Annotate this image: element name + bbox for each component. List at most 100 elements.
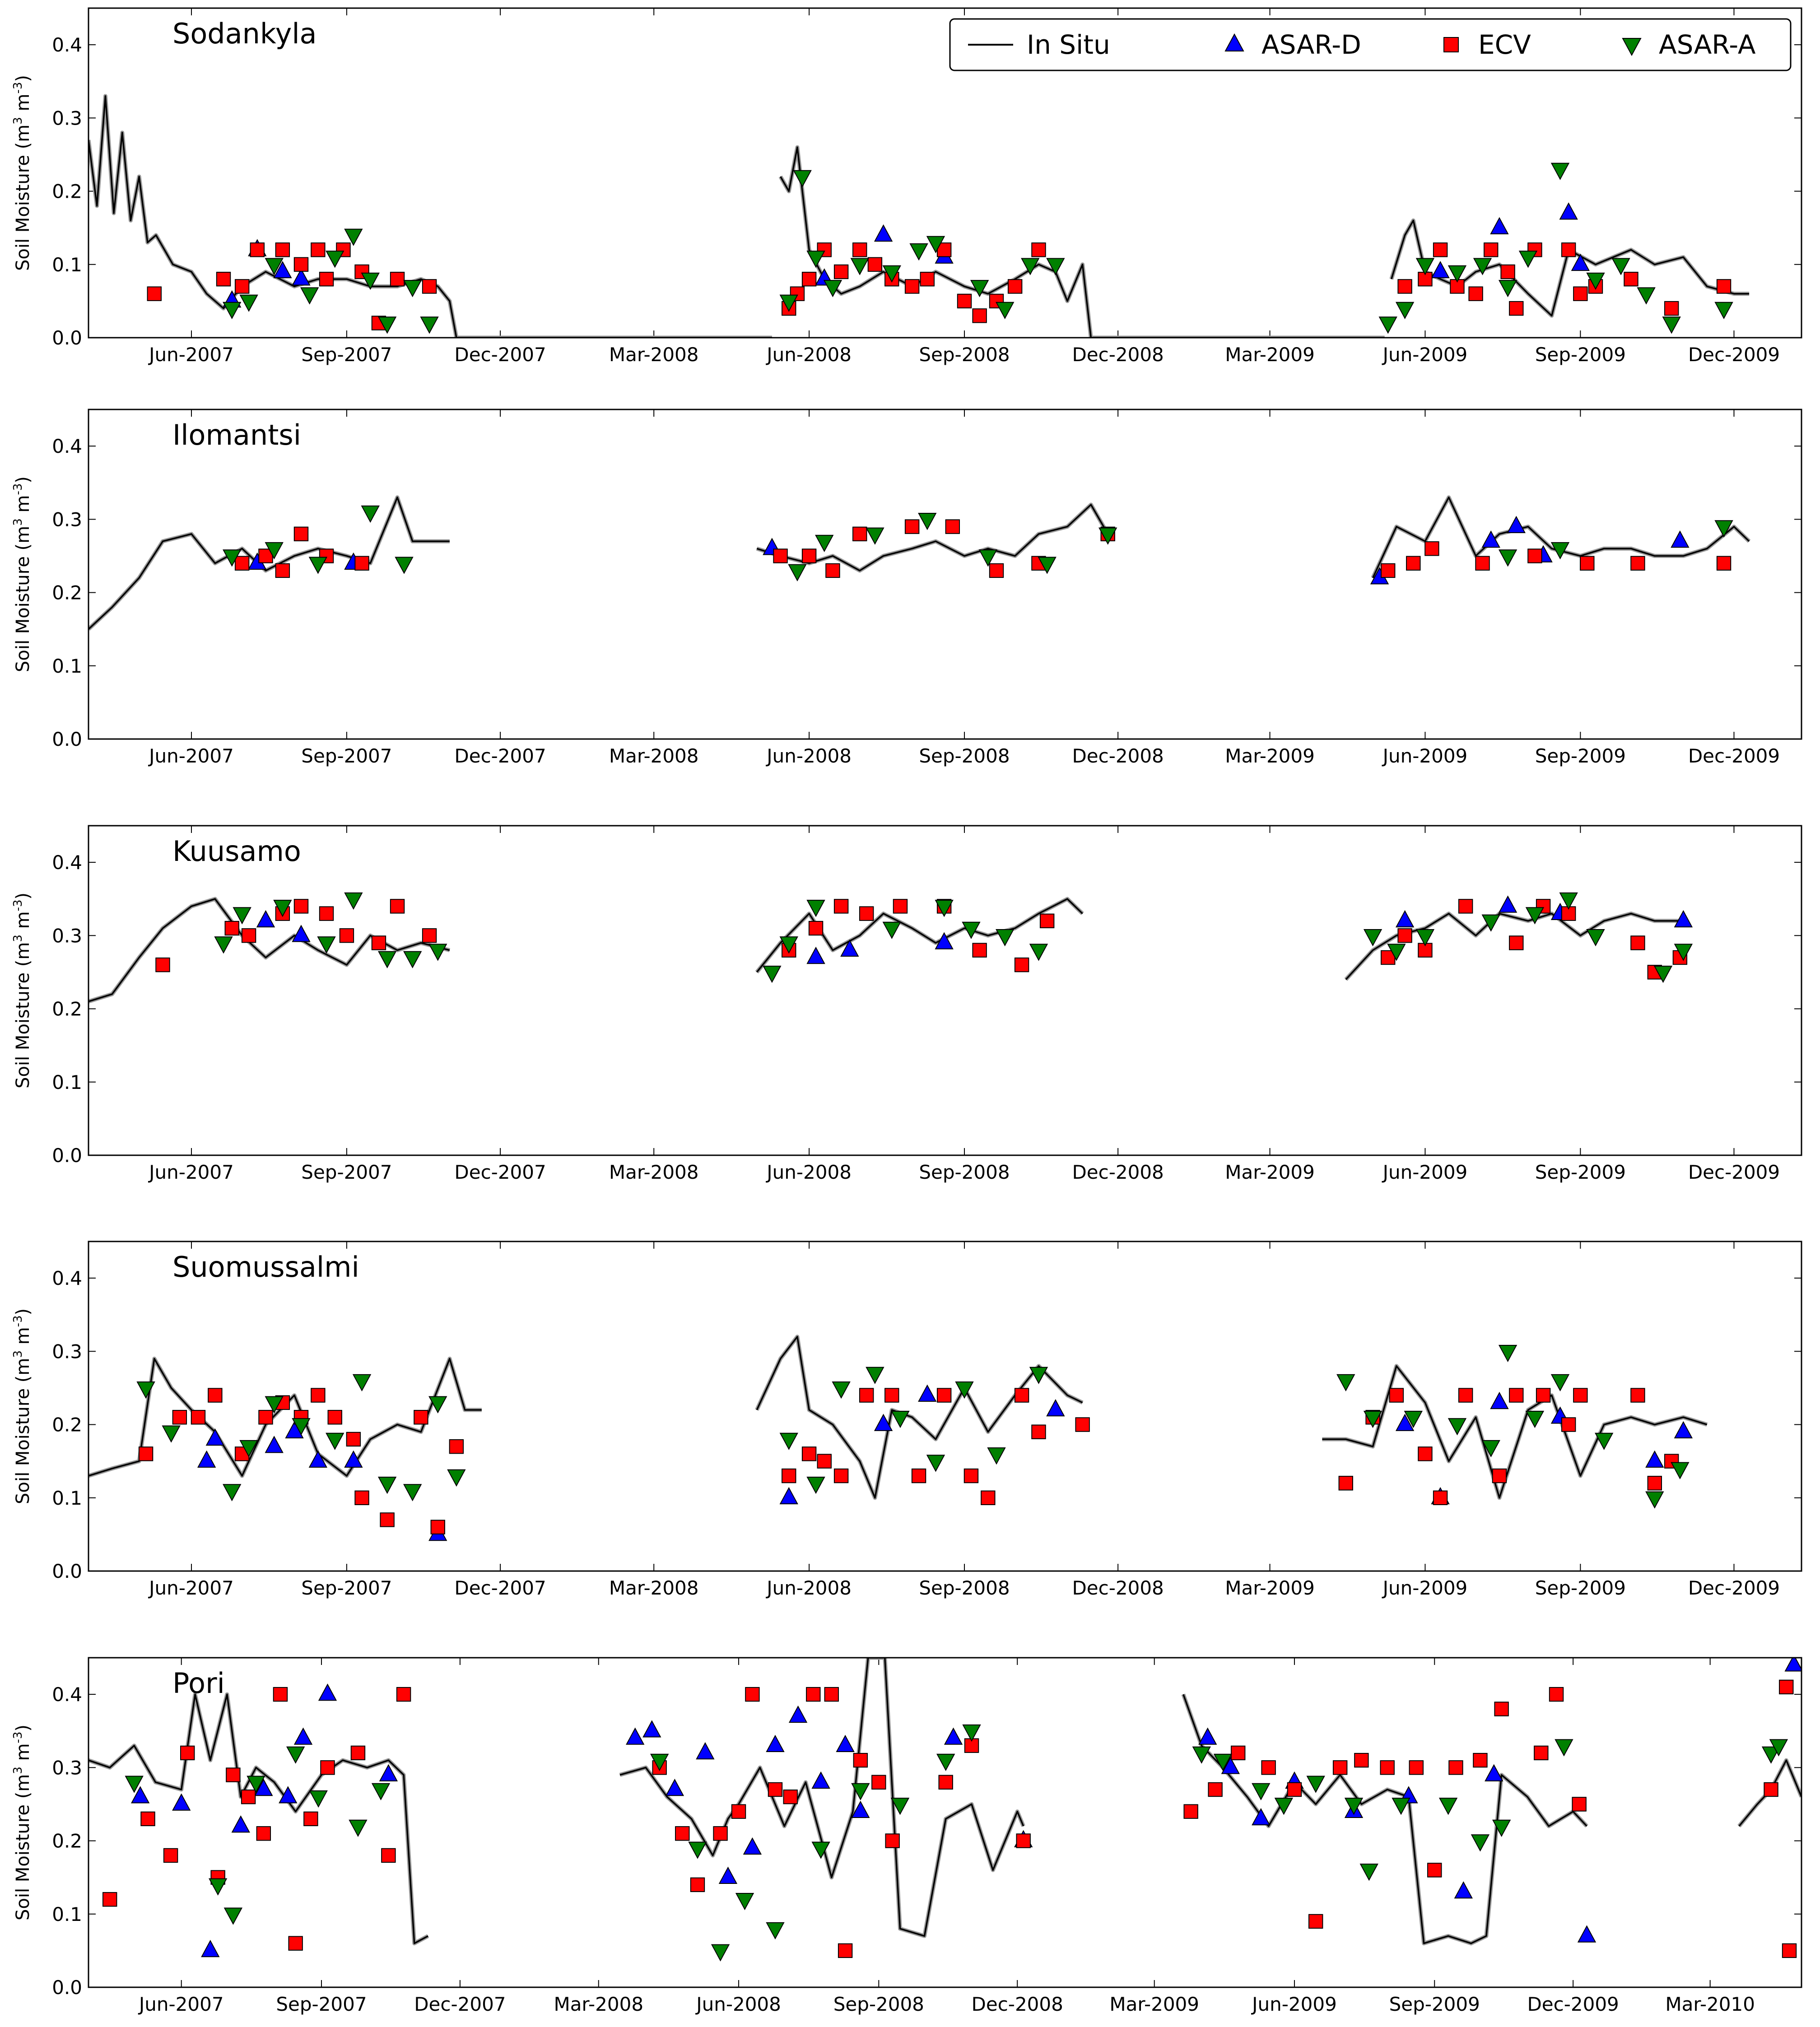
asar-d-point xyxy=(665,1779,684,1796)
in-situ-line xyxy=(1372,496,1750,578)
asar-d-point xyxy=(1395,910,1415,928)
ecv-point xyxy=(911,1468,926,1483)
in-situ-band xyxy=(1389,218,1750,318)
asar-a-point xyxy=(265,1396,284,1413)
asar-a-point xyxy=(1498,280,1517,298)
ecv-point xyxy=(311,242,326,257)
y-axis-label-part: 3 xyxy=(11,1350,25,1358)
ecv-point xyxy=(1561,242,1576,257)
asar-a-point xyxy=(1448,265,1467,283)
y-axis-label-part: -3 xyxy=(11,1316,25,1327)
ecv-point xyxy=(140,1811,155,1827)
in-situ-line xyxy=(619,1658,1024,1937)
x-tick-label: Dec-2009 xyxy=(1688,745,1780,767)
asar-d-point xyxy=(273,261,292,279)
ecv-point xyxy=(1409,1760,1424,1775)
y-tick-label: 0.3 xyxy=(52,508,82,530)
asar-a-point xyxy=(918,513,937,530)
asar-a-point xyxy=(1046,258,1065,275)
y-tick-label: 0.2 xyxy=(52,181,82,203)
ecv-point xyxy=(390,272,405,287)
asar-a-point xyxy=(1662,316,1681,334)
asar-a-point xyxy=(265,258,284,275)
x-tick-label: Jun-2007 xyxy=(138,1993,224,2015)
ecv-point xyxy=(833,899,849,914)
ecv-point xyxy=(893,899,908,914)
ecv-point xyxy=(339,928,354,943)
y-tick-label: 0.2 xyxy=(52,582,82,604)
x-tick-label: Sep-2007 xyxy=(301,344,392,366)
ecv-point xyxy=(354,1490,369,1505)
asar-d-point xyxy=(766,1734,785,1752)
x-tick-label: Mar-2009 xyxy=(1109,1993,1199,2015)
panel-sodankyla: 0.0 0.1 0.2 0.3 0.4 Jun-2007 Sep-2007 Dec-2007 M… xyxy=(11,7,1802,366)
ecv-point xyxy=(1031,1424,1046,1439)
asar-a-point xyxy=(1481,1440,1500,1458)
ecv-point xyxy=(1534,1745,1549,1761)
ecv-point xyxy=(102,1892,117,1907)
ecv-point xyxy=(852,526,867,541)
x-tick-label: Jun-2008 xyxy=(765,1161,852,1183)
asar-d-point xyxy=(642,1720,661,1738)
plot-frame xyxy=(88,1657,1802,1988)
ecv-point xyxy=(1549,1687,1564,1702)
asar-d-point xyxy=(836,1734,855,1752)
asar-a-point xyxy=(292,1418,311,1436)
y-axis-label-part: Soil Moisture (m xyxy=(13,1358,33,1504)
asar-a-point xyxy=(1714,302,1733,320)
ecv-point xyxy=(817,1454,832,1469)
in-situ-series xyxy=(88,1658,1801,1946)
x-tick-label: Jun-2009 xyxy=(1382,745,1468,767)
y-axis-label: Soil Moisture (m3 m-3) xyxy=(11,1725,33,1920)
ecv-point xyxy=(1716,279,1732,294)
panel-pori: 0.0 0.1 0.2 0.3 0.4 Jun-2007 Sep-2007 Dec-2007 M… xyxy=(11,1657,1802,2015)
ecv-point xyxy=(147,286,162,301)
legend-triangle-up-swatch xyxy=(1224,33,1244,51)
y-tick-label: 0.0 xyxy=(52,1144,82,1167)
ecv-point xyxy=(1016,1833,1031,1848)
asar-d-point xyxy=(840,939,859,957)
asar-a-point xyxy=(1392,1798,1410,1815)
asar-a-point xyxy=(420,316,439,334)
ecv-point xyxy=(371,935,386,950)
y-tick-label: 0.2 xyxy=(52,1830,82,1852)
asar-a-point xyxy=(377,951,397,968)
asar-d-point xyxy=(205,1428,225,1446)
y-tick-label: 0.4 xyxy=(52,1267,82,1289)
ecv-point xyxy=(824,1687,839,1702)
asar-a-point xyxy=(309,1790,328,1808)
y-axis-label: Soil Moisture (m3 m-3) xyxy=(11,1308,33,1504)
asar-a-point xyxy=(882,921,901,939)
ecv-point xyxy=(989,563,1004,578)
asar-a-point xyxy=(273,900,292,917)
in-situ-line xyxy=(1182,1694,1587,1944)
ecv-point xyxy=(208,1388,223,1403)
ecv-point xyxy=(1208,1782,1223,1797)
y-axis-label: Soil Moisture (m3 m-3) xyxy=(11,75,33,271)
y-axis-label-part: m xyxy=(13,1327,33,1351)
y-axis-label-part: ) xyxy=(13,1308,33,1316)
asar-a-point xyxy=(1213,1753,1233,1771)
ecv-point xyxy=(884,1388,899,1403)
asar-a-point xyxy=(851,1783,870,1800)
asar-a-point xyxy=(247,1776,265,1793)
ecv-point xyxy=(1473,1753,1488,1768)
plot-frame xyxy=(88,409,1802,740)
ecv-point xyxy=(1458,899,1473,914)
asar-a-point xyxy=(371,1783,391,1800)
ecv-point xyxy=(258,1410,273,1425)
asar-d-point xyxy=(1498,895,1517,913)
legend-item-asar-d: ASAR-D xyxy=(1224,29,1361,60)
ecv-point xyxy=(191,1410,206,1425)
asar-a-point xyxy=(1438,1798,1458,1815)
asar-d-point xyxy=(1571,253,1590,271)
site-title: Ilomantsi xyxy=(172,418,301,451)
ecv-point xyxy=(1261,1760,1276,1775)
x-tick-label: Dec-2008 xyxy=(1072,344,1164,366)
ecv-point xyxy=(936,1388,952,1403)
ecv-point xyxy=(1782,1943,1797,1958)
asar-a-point xyxy=(1099,527,1117,545)
ecv-point xyxy=(303,1811,318,1827)
asar-a-point xyxy=(1481,914,1500,932)
